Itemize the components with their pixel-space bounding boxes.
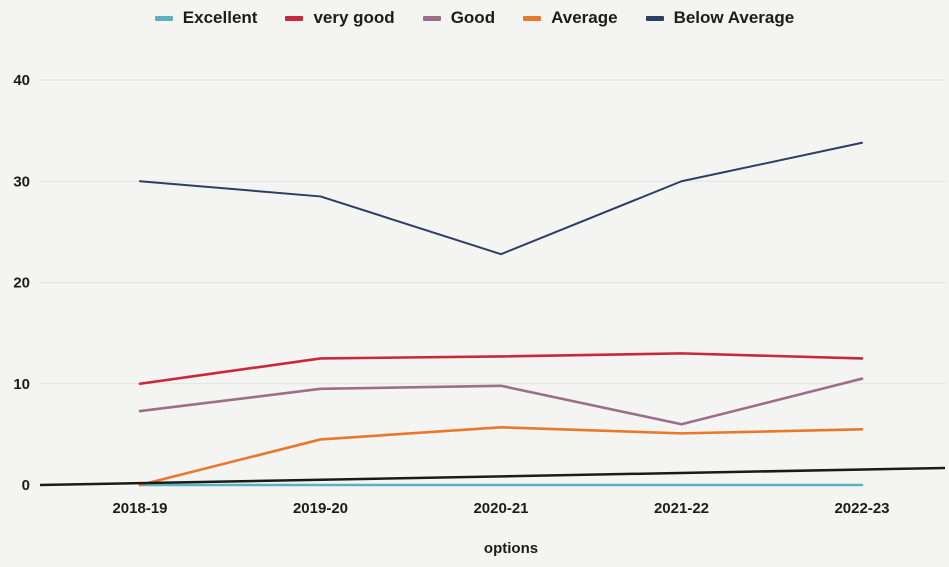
legend-swatch-average xyxy=(523,15,542,21)
series-line-average xyxy=(138,425,864,487)
legend-label-average: Average xyxy=(551,8,618,27)
legend-swatch-below-average xyxy=(645,15,664,21)
x-tick-label: 2022-23 xyxy=(834,500,889,517)
x-axis-line xyxy=(39,466,946,487)
x-tick-label: 2018-19 xyxy=(112,500,167,517)
legend-swatch-very-good xyxy=(285,15,304,21)
legend-label-below-average: Below Average xyxy=(673,8,795,27)
legend-swatch-excellent xyxy=(154,15,173,21)
legend-label-good: Good xyxy=(450,8,496,27)
y-axis-ticks: 0 10 20 30 40 xyxy=(13,72,30,494)
series-line-very-good xyxy=(138,352,864,386)
x-axis-title: options xyxy=(484,540,538,557)
legend-label-excellent: Excellent xyxy=(182,8,258,27)
legend-item-very-good: very good xyxy=(285,8,395,28)
legend-item-below-average: Below Average xyxy=(645,8,795,28)
y-tick-label: 40 xyxy=(13,72,30,89)
series-lines xyxy=(138,141,864,487)
x-tick-label: 2021-22 xyxy=(654,500,709,517)
series-line-below-average xyxy=(139,141,863,256)
y-tick-label: 0 xyxy=(22,477,30,494)
y-tick-label: 10 xyxy=(13,376,30,393)
legend-item-average: Average xyxy=(523,8,618,28)
x-tick-label: 2019-20 xyxy=(293,500,348,517)
legend-swatch-good xyxy=(422,15,441,21)
x-axis-ticks: 2018-19 2019-20 2020-21 2021-22 2022-23 xyxy=(112,500,889,517)
y-tick-label: 30 xyxy=(13,173,30,190)
series-line-good xyxy=(138,377,864,426)
chart-legend: Excellent very good Good Average Below A… xyxy=(0,8,949,28)
legend-label-very-good: very good xyxy=(313,8,395,27)
y-tick-label: 20 xyxy=(13,275,30,292)
x-tick-label: 2020-21 xyxy=(473,500,528,517)
grid-lines xyxy=(40,79,945,385)
legend-item-excellent: Excellent xyxy=(154,8,258,28)
legend-item-good: Good xyxy=(422,8,496,28)
